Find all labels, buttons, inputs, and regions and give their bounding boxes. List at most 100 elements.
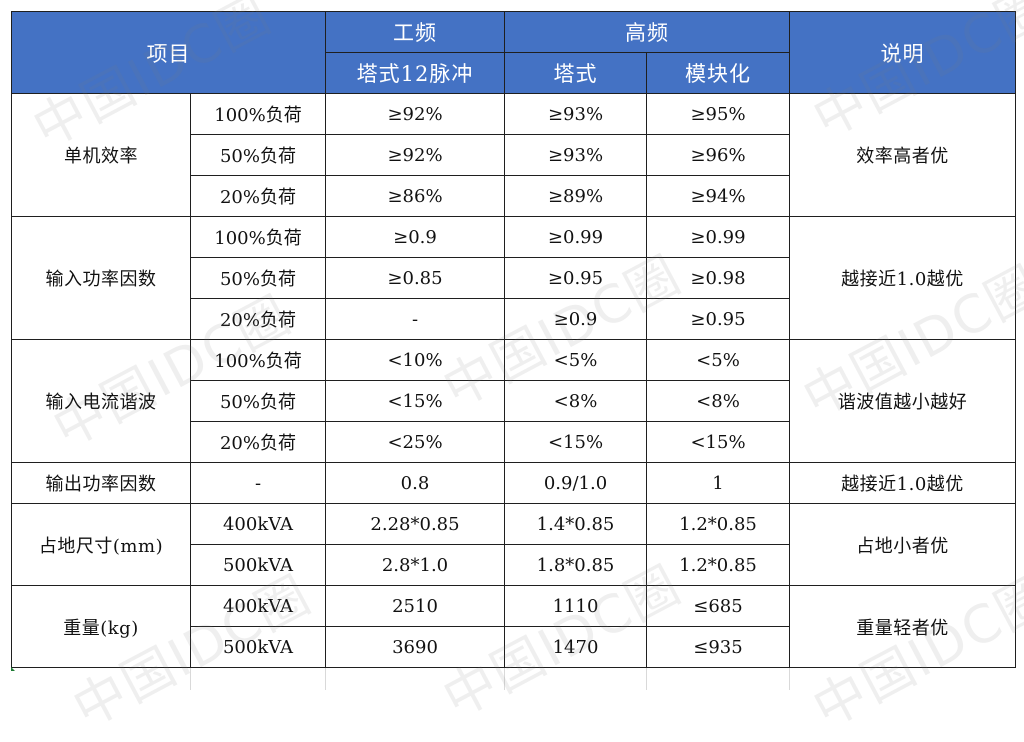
row-condition: 500kVA <box>190 544 326 586</box>
cell-tower-12-pulse: 3690 <box>325 626 505 668</box>
header-modular: 模块化 <box>646 52 790 94</box>
cell-tower-12-pulse: ≥0.85 <box>325 257 505 299</box>
row-note: 重量轻者优 <box>789 585 1016 668</box>
empty-row <box>12 667 1016 691</box>
table-row: 占地尺寸(mm) 400kVA 2.28*0.85 1.4*0.85 1.2*0… <box>11 503 1016 586</box>
cell-modular: ≤685 <box>646 585 790 627</box>
table-row: 50%负荷 ≥0.85 ≥0.95 ≥0.98 <box>12 257 1016 299</box>
cell-tower-12-pulse: 0.8 <box>325 462 505 504</box>
cell-tower-12-pulse: <15% <box>325 380 505 422</box>
row-condition: 20%负荷 <box>190 421 326 463</box>
row-condition: 20%负荷 <box>190 298 326 340</box>
cell-tower: ≥93% <box>504 93 647 135</box>
cell-tower: ≥93% <box>504 134 647 176</box>
row-condition: - <box>190 462 326 504</box>
cell-modular: <5% <box>646 339 790 381</box>
cell-tower: 1.8*0.85 <box>504 544 647 586</box>
row-condition: 20%负荷 <box>190 175 326 217</box>
header-tower-12-pulse: 塔式12脉冲 <box>325 52 505 94</box>
cell-tower: <5% <box>504 339 647 381</box>
cell-tower: 1470 <box>504 626 647 668</box>
cell-tower-12-pulse: 2510 <box>325 585 505 627</box>
table-row: 20%负荷 - ≥0.9 ≥0.95 <box>12 298 1016 340</box>
cell-tower: <15% <box>504 421 647 463</box>
cell-tower-12-pulse: <25% <box>325 421 505 463</box>
table-row: 50%负荷 <15% <8% <8% <box>12 380 1016 422</box>
row-condition: 50%负荷 <box>190 134 326 176</box>
table-row: 重量(kg) 400kVA 2510 1110 ≤685 重量轻者优 <box>11 585 1016 668</box>
row-condition: 50%负荷 <box>190 257 326 299</box>
row-condition: 100%负荷 <box>190 93 326 135</box>
table-row: 输入电流谐波 100%负荷 <10% <5% <5% 谐波值越小越好 <box>11 339 1016 463</box>
cell-modular: ≥0.95 <box>646 298 790 340</box>
header-item: 项目 <box>11 11 326 94</box>
row-item: 输入电流谐波 <box>11 339 191 463</box>
cell-tower-12-pulse: 2.8*1.0 <box>325 544 505 586</box>
row-item: 输入功率因数 <box>11 216 191 340</box>
header-power-frequency: 工频 <box>325 11 505 53</box>
empty-cell[interactable] <box>325 667 505 690</box>
cell-selection-corner <box>11 667 15 671</box>
cell-tower: 0.9/1.0 <box>504 462 647 504</box>
comparison-table-container: 项目 工频 高频 说明 塔式12脉冲 塔式 模块化 单机效率 100%负荷 ≥9… <box>11 11 1016 690</box>
cell-modular: ≥96% <box>646 134 790 176</box>
cell-tower: <8% <box>504 380 647 422</box>
empty-cell[interactable] <box>789 667 1016 690</box>
cell-tower: ≥0.99 <box>504 216 647 258</box>
row-note: 谐波值越小越好 <box>789 339 1016 463</box>
cell-tower: ≥89% <box>504 175 647 217</box>
header-note: 说明 <box>789 11 1016 94</box>
table-row: 输入功率因数 100%负荷 ≥0.9 ≥0.99 ≥0.99 越接近1.0越优 <box>11 216 1016 340</box>
empty-cell[interactable] <box>12 668 191 691</box>
cell-tower-12-pulse: ≥86% <box>325 175 505 217</box>
header-tower: 塔式 <box>504 52 647 94</box>
cell-modular: 1.2*0.85 <box>646 503 790 545</box>
cell-tower: ≥0.9 <box>504 298 647 340</box>
empty-cell[interactable] <box>504 667 647 690</box>
row-note: 占地小者优 <box>789 503 1016 586</box>
cell-modular: ≤935 <box>646 626 790 668</box>
row-item: 输出功率因数 <box>11 462 191 504</box>
cell-tower-12-pulse: ≥92% <box>325 134 505 176</box>
row-item: 占地尺寸(mm) <box>11 503 191 586</box>
row-condition: 100%负荷 <box>190 216 326 258</box>
cell-modular: 1.2*0.85 <box>646 544 790 586</box>
cell-modular: <15% <box>646 421 790 463</box>
empty-cell[interactable] <box>646 667 790 690</box>
row-condition: 100%负荷 <box>190 339 326 381</box>
row-condition: 500kVA <box>190 626 326 668</box>
row-note: 效率高者优 <box>789 93 1016 217</box>
header-row-2: 塔式12脉冲 塔式 模块化 <box>12 52 1016 94</box>
row-condition: 400kVA <box>190 585 326 627</box>
row-note: 越接近1.0越优 <box>789 462 1016 504</box>
cell-tower: 1110 <box>504 585 647 627</box>
cell-tower: ≥0.95 <box>504 257 647 299</box>
table-row: 500kVA 3690 1470 ≤935 <box>12 626 1016 668</box>
row-condition: 400kVA <box>190 503 326 545</box>
empty-cell[interactable] <box>190 667 326 690</box>
cell-tower-12-pulse: ≥92% <box>325 93 505 135</box>
cell-tower-12-pulse: 2.28*0.85 <box>325 503 505 545</box>
row-condition: 50%负荷 <box>190 380 326 422</box>
row-item: 重量(kg) <box>11 585 191 668</box>
table-row: 输出功率因数 - 0.8 0.9/1.0 1 越接近1.0越优 <box>11 462 1016 504</box>
table-row: 20%负荷 ≥86% ≥89% ≥94% <box>12 175 1016 217</box>
cell-modular: <8% <box>646 380 790 422</box>
table-row: 单机效率 100%负荷 ≥92% ≥93% ≥95% 效率高者优 <box>11 93 1016 217</box>
cell-modular: ≥0.98 <box>646 257 790 299</box>
cell-tower-12-pulse: <10% <box>325 339 505 381</box>
cell-modular: 1 <box>646 462 790 504</box>
table-row: 20%负荷 <25% <15% <15% <box>12 421 1016 463</box>
cell-modular: ≥0.99 <box>646 216 790 258</box>
cell-tower: 1.4*0.85 <box>504 503 647 545</box>
cell-tower-12-pulse: - <box>325 298 505 340</box>
cell-modular: ≥95% <box>646 93 790 135</box>
ups-comparison-table: 项目 工频 高频 说明 塔式12脉冲 塔式 模块化 单机效率 100%负荷 ≥9… <box>11 11 1016 690</box>
header-high-frequency: 高频 <box>504 11 790 53</box>
row-item: 单机效率 <box>11 93 191 217</box>
header-row-1: 项目 工频 高频 说明 <box>11 11 1016 94</box>
row-note: 越接近1.0越优 <box>789 216 1016 340</box>
table-row: 500kVA 2.8*1.0 1.8*0.85 1.2*0.85 <box>12 544 1016 586</box>
cell-tower-12-pulse: ≥0.9 <box>325 216 505 258</box>
cell-modular: ≥94% <box>646 175 790 217</box>
